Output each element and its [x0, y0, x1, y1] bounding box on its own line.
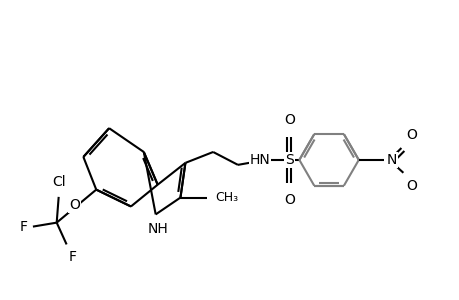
- Text: NH: NH: [147, 222, 168, 236]
- Text: O: O: [405, 179, 416, 193]
- Text: HN: HN: [249, 153, 269, 167]
- Text: S: S: [285, 153, 293, 167]
- Text: O: O: [69, 198, 80, 212]
- Text: CH₃: CH₃: [215, 191, 238, 204]
- Text: F: F: [68, 250, 76, 264]
- Text: Cl: Cl: [52, 175, 65, 189]
- Text: O: O: [283, 193, 294, 207]
- Text: O: O: [283, 113, 294, 127]
- Text: N: N: [386, 153, 396, 167]
- Text: O: O: [405, 128, 416, 142]
- Text: F: F: [20, 220, 28, 234]
